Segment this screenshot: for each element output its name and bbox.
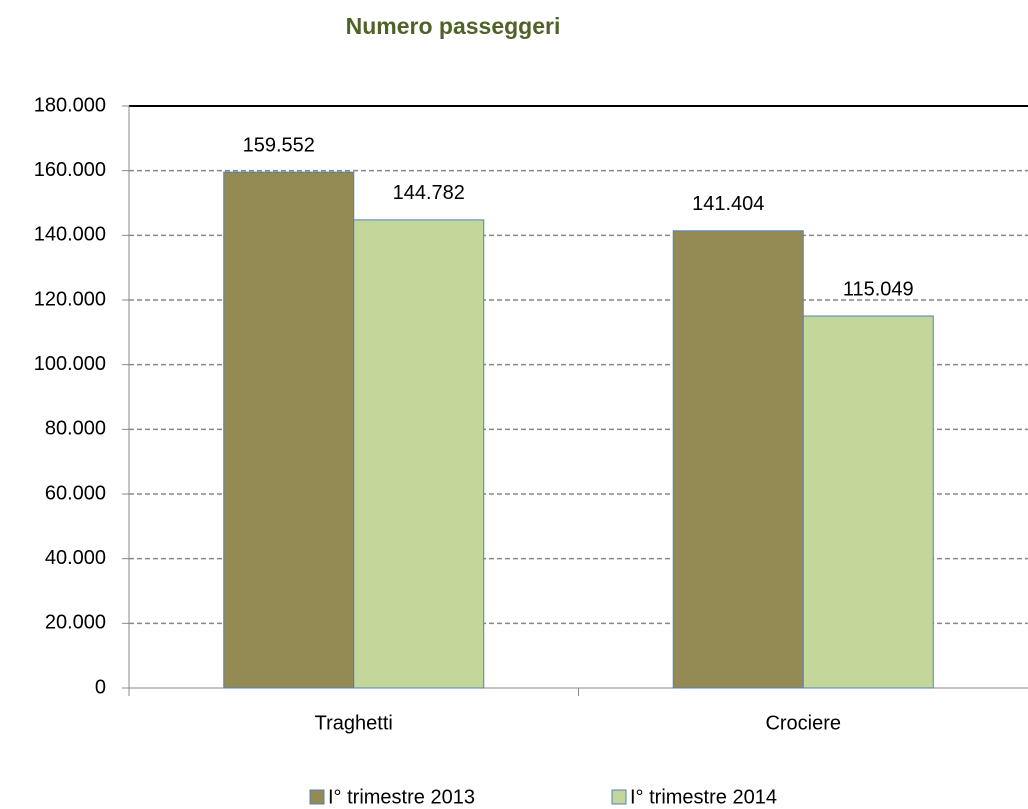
legend-label: I° trimestre 2014 (630, 786, 777, 808)
y-tick-label: 40.000 (45, 547, 106, 569)
y-tick-label: 20.000 (45, 612, 106, 634)
y-tick-label: 140.000 (34, 224, 106, 246)
legend-label: I° trimestre 2013 (328, 786, 475, 808)
y-tick-label: 80.000 (45, 418, 106, 440)
bar (672, 230, 804, 689)
x-tick-label: Crociere (765, 712, 841, 734)
y-tick-label: 160.000 (34, 159, 106, 181)
bar (223, 171, 355, 689)
value-label: 141.404 (692, 193, 764, 215)
bar (353, 219, 485, 689)
y-tick-label: 180.000 (34, 94, 106, 116)
x-tick-label: Traghetti (315, 712, 393, 734)
y-tick-label: 60.000 (45, 482, 106, 504)
value-label: 144.782 (393, 182, 465, 204)
legend-swatch (611, 789, 627, 805)
value-label: 115.049 (843, 278, 914, 300)
y-tick-label: 100.000 (34, 353, 106, 375)
bar (802, 315, 934, 689)
chart-title: Numero passeggeri (346, 13, 561, 39)
y-tick-label: 120.000 (34, 288, 106, 310)
value-label: 159.552 (243, 134, 315, 156)
legend-swatch (309, 789, 325, 805)
y-tick-label: 0 (95, 676, 106, 698)
